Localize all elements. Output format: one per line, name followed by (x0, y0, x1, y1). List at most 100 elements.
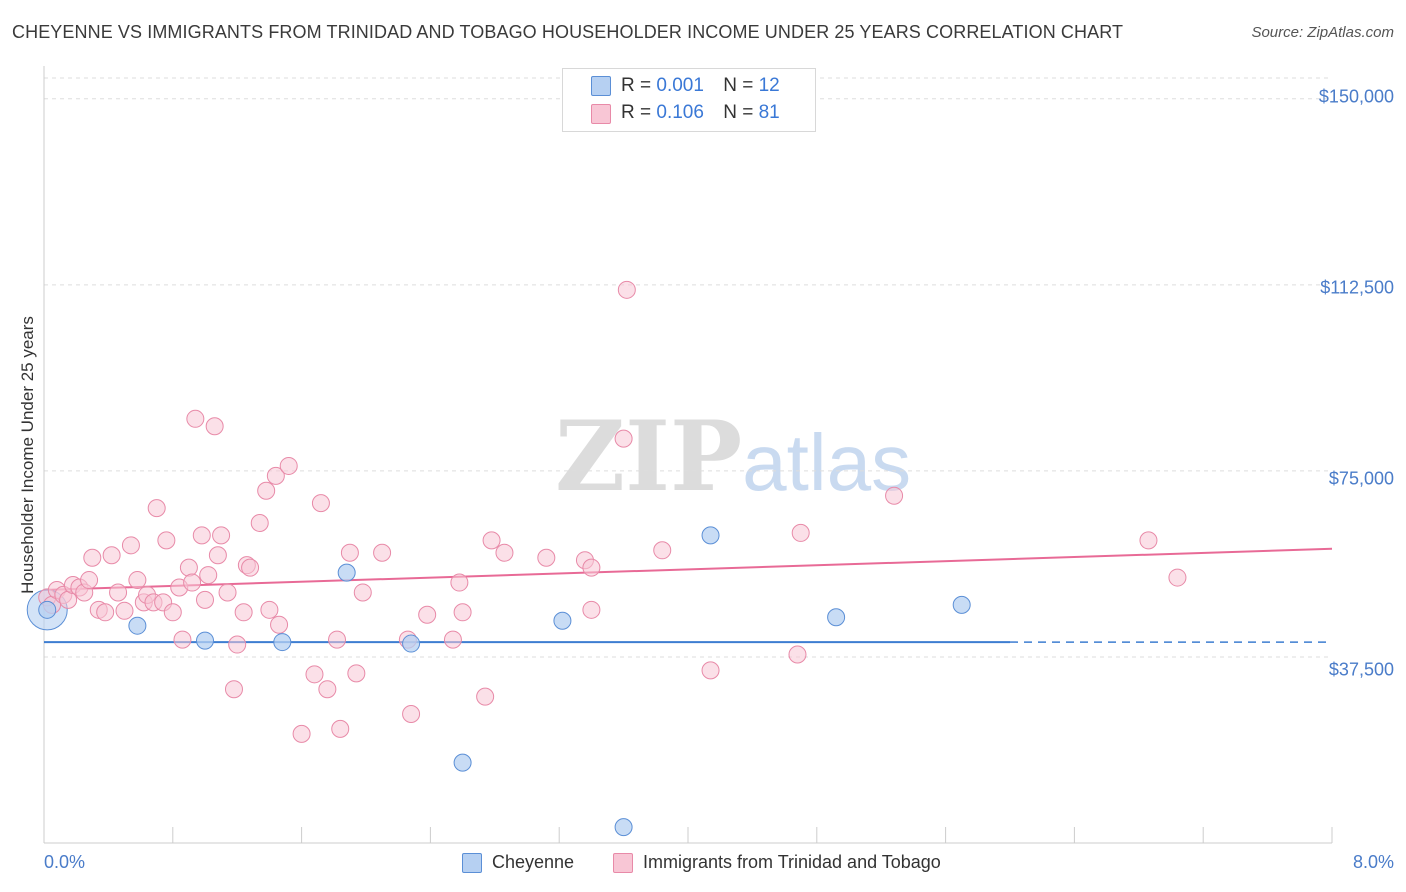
trinidad-point (537, 548, 556, 567)
cheyenne-point (38, 600, 57, 619)
trinidad-point (453, 603, 472, 622)
bottom-legend-cheyenne-swatch (462, 853, 482, 873)
trinidad-point (788, 645, 807, 664)
cheyenne-swatch (591, 76, 611, 96)
trinidad-point (331, 719, 350, 738)
trinidad-point (266, 466, 285, 485)
trinidad-point (109, 583, 128, 602)
legend-row-trinidad: R = 0.106 N = 81 (621, 102, 780, 126)
data-points (26, 280, 1187, 837)
trinidad-point (128, 571, 147, 590)
bottom-legend-trinidad-swatch (613, 853, 633, 873)
trinidad-point (224, 680, 243, 699)
trinidad-point (218, 583, 237, 602)
cheyenne-point (337, 563, 356, 582)
trinidad-point (617, 280, 636, 299)
cheyenne-point (196, 631, 214, 650)
trinidad-point (205, 417, 224, 436)
trinidad-point (192, 526, 211, 545)
cheyenne-point (273, 633, 292, 652)
watermark-atlas: atlas (742, 418, 912, 507)
trinidad-point (163, 603, 182, 622)
axes (43, 66, 1333, 844)
trinidad-point (582, 600, 601, 619)
cheyenne-point (827, 608, 846, 627)
trinidad-point (701, 661, 720, 680)
trinidad-point (157, 531, 176, 550)
trinidad-point (121, 536, 140, 555)
trinidad-point (373, 543, 392, 562)
y-tick-label-75000: $75,000 (1328, 468, 1394, 489)
cheyenne-point (614, 818, 633, 837)
y-tick-label-37500: $37,500 (1328, 659, 1394, 680)
correlation-legend: R = 0.001 N = 12 R = 0.106 N = 81 (562, 68, 816, 132)
legend-row-cheyenne: R = 0.001 N = 12 (621, 75, 780, 99)
trinidad-point (250, 513, 269, 532)
trinidad-swatch (591, 104, 611, 124)
trinidad-point (83, 548, 102, 567)
trinidad-point (885, 486, 904, 505)
trinidad-point (196, 590, 214, 609)
n-label: N = (723, 75, 754, 96)
source-label: Source: ZipAtlas.com (1251, 24, 1394, 41)
r-value: 0.106 (656, 102, 704, 123)
trinidad-point (443, 630, 462, 649)
trinidad-trend-line (43, 547, 1333, 591)
trinidad-point (102, 546, 121, 565)
trinidad-point (279, 456, 298, 475)
cheyenne-point (701, 526, 720, 545)
trinidad-point (186, 409, 205, 428)
trinidad-point (340, 543, 359, 562)
trinidad-point (305, 665, 324, 684)
trinidad-point (353, 583, 372, 602)
y-tick-label-150000: $150,000 (1318, 86, 1394, 107)
trinidad-point (183, 573, 202, 592)
bottom-legend-trinidad: Immigrants from Trinidad and Tobago (643, 852, 941, 872)
n-label: N = (723, 102, 754, 123)
trinidad-point (228, 635, 247, 654)
trend-lines (43, 547, 1333, 644)
trinidad-point (476, 687, 495, 706)
zipatlas-watermark: ZIPatlas (555, 400, 911, 513)
trinidad-point (115, 601, 134, 620)
trinidad-point (1168, 568, 1187, 587)
trinidad-point (791, 523, 810, 542)
trinidad-point (212, 526, 231, 545)
n-value: 81 (758, 102, 780, 123)
trinidad-point (199, 566, 218, 585)
trinidad-point (495, 543, 514, 562)
trinidad-point (450, 573, 469, 592)
trinidad-point (318, 680, 337, 699)
trinidad-point (653, 541, 672, 560)
trinidad-point (260, 600, 279, 619)
trinidad-point (311, 494, 330, 513)
cheyenne-point (128, 616, 147, 635)
r-label: R = (621, 75, 652, 96)
trinidad-point (179, 558, 198, 577)
n-value: 12 (758, 75, 780, 96)
r-label: R = (621, 102, 652, 123)
trinidad-point (582, 558, 601, 577)
trinidad-point (96, 603, 115, 622)
trinidad-point (270, 615, 289, 634)
watermark-zip: ZIP (555, 400, 743, 513)
bottom-legend-cheyenne: Cheyenne (492, 852, 575, 872)
trinidad-point (614, 429, 633, 448)
cheyenne-point (402, 634, 421, 653)
trinidad-point (482, 531, 501, 550)
trinidad-point (241, 558, 260, 577)
trinidad-point (1139, 531, 1158, 550)
trinidad-point (173, 630, 192, 649)
cheyenne-point (553, 611, 572, 630)
y-axis-label: Householder Income Under 25 years (18, 316, 37, 594)
trinidad-point (418, 605, 437, 624)
trinidad-point (328, 630, 347, 649)
trinidad-point (80, 571, 99, 590)
cheyenne-point (453, 753, 472, 772)
x-tick-label-min: 0.0% (44, 852, 86, 872)
x-tick-label-max: 8.0% (1352, 852, 1394, 872)
trinidad-point (208, 546, 227, 565)
trinidad-point (292, 724, 311, 743)
y-tick-label-112500: $112,500 (1320, 277, 1394, 298)
